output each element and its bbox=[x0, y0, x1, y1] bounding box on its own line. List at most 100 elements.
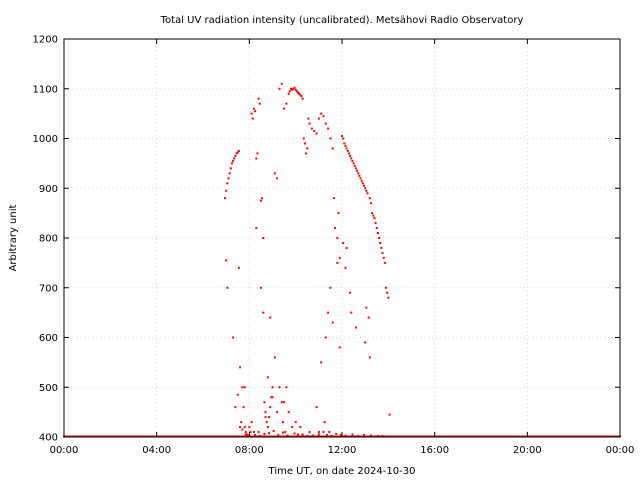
data-point bbox=[242, 406, 245, 409]
data-point bbox=[263, 433, 266, 436]
data-points bbox=[63, 82, 621, 438]
data-point bbox=[369, 202, 372, 205]
data-point bbox=[278, 386, 281, 389]
data-point bbox=[357, 172, 360, 175]
data-point bbox=[345, 147, 348, 150]
data-point bbox=[296, 91, 299, 94]
data-point bbox=[374, 222, 377, 225]
data-point bbox=[268, 416, 271, 419]
data-point bbox=[226, 182, 229, 185]
data-point bbox=[262, 311, 265, 314]
data-point bbox=[361, 182, 364, 185]
data-point bbox=[256, 152, 259, 155]
data-point bbox=[324, 122, 327, 125]
data-point bbox=[264, 416, 267, 419]
y-tick-label: 700 bbox=[39, 283, 58, 294]
data-point bbox=[299, 426, 302, 429]
data-point bbox=[379, 241, 382, 244]
data-point bbox=[252, 431, 255, 434]
data-point bbox=[234, 406, 237, 409]
data-point bbox=[332, 197, 335, 200]
x-axis-title: Time UT, on date 2024-10-30 bbox=[268, 466, 416, 477]
data-point bbox=[353, 164, 356, 167]
data-point bbox=[342, 137, 345, 140]
data-point bbox=[360, 179, 363, 182]
data-point bbox=[233, 157, 236, 160]
y-tick-label: 1000 bbox=[33, 134, 58, 145]
data-point bbox=[381, 251, 384, 254]
data-point bbox=[337, 212, 340, 215]
data-point bbox=[241, 428, 244, 431]
data-point bbox=[224, 197, 227, 200]
data-point bbox=[329, 137, 332, 140]
data-point bbox=[324, 336, 327, 339]
data-point bbox=[328, 431, 331, 434]
data-point bbox=[257, 97, 260, 100]
data-point bbox=[229, 167, 232, 170]
data-point bbox=[293, 432, 296, 435]
data-point bbox=[365, 306, 368, 309]
data-point bbox=[344, 266, 347, 269]
data-point bbox=[322, 431, 325, 434]
data-point bbox=[269, 406, 272, 409]
data-point bbox=[243, 386, 246, 389]
data-point bbox=[255, 227, 258, 230]
data-point bbox=[354, 167, 357, 170]
data-point bbox=[317, 431, 320, 434]
data-point bbox=[315, 406, 318, 409]
data-point bbox=[246, 433, 249, 436]
data-point bbox=[320, 361, 323, 364]
data-point bbox=[258, 435, 261, 438]
data-point bbox=[269, 316, 272, 319]
x-tick-label: 00:00 bbox=[606, 445, 635, 456]
data-point bbox=[322, 115, 325, 118]
data-point bbox=[280, 401, 283, 404]
data-point bbox=[349, 154, 352, 157]
data-point bbox=[228, 172, 231, 175]
data-point bbox=[234, 154, 237, 157]
data-point bbox=[237, 149, 240, 152]
data-point bbox=[292, 87, 295, 90]
data-point bbox=[312, 434, 315, 437]
data-point bbox=[375, 227, 378, 230]
data-point bbox=[276, 177, 279, 180]
data-point bbox=[252, 107, 255, 110]
data-point bbox=[336, 261, 339, 264]
data-point bbox=[382, 256, 385, 259]
data-point bbox=[237, 266, 240, 269]
data-point bbox=[306, 147, 309, 150]
data-point bbox=[386, 291, 389, 294]
axis-ticks: 00:00 04:00 08:00 12:00 16:00 20:00 00:0040050… bbox=[33, 35, 635, 457]
data-point bbox=[250, 112, 253, 115]
data-point bbox=[341, 135, 343, 138]
data-point bbox=[263, 401, 266, 404]
data-point bbox=[354, 326, 357, 329]
data-point bbox=[376, 435, 379, 438]
data-point bbox=[261, 197, 264, 200]
data-point bbox=[310, 127, 313, 130]
data-point bbox=[254, 434, 257, 437]
data-point bbox=[284, 431, 287, 434]
data-point bbox=[240, 421, 243, 424]
data-point bbox=[258, 102, 261, 105]
data-point bbox=[271, 386, 274, 389]
data-point bbox=[366, 192, 369, 195]
data-point bbox=[257, 431, 260, 434]
data-point bbox=[356, 169, 359, 172]
data-point bbox=[383, 261, 386, 264]
data-point bbox=[372, 214, 375, 217]
data-point bbox=[352, 162, 355, 165]
data-point bbox=[281, 421, 284, 424]
data-point bbox=[236, 151, 239, 154]
data-point bbox=[277, 434, 280, 437]
x-tick-label: 04:00 bbox=[142, 445, 171, 456]
data-point bbox=[357, 435, 360, 438]
data-point bbox=[385, 286, 388, 289]
data-point bbox=[330, 435, 333, 438]
data-point bbox=[350, 311, 353, 314]
data-point bbox=[303, 142, 306, 145]
data-point bbox=[342, 241, 345, 244]
data-point bbox=[288, 90, 291, 93]
data-point bbox=[283, 107, 286, 110]
data-point bbox=[271, 396, 274, 399]
